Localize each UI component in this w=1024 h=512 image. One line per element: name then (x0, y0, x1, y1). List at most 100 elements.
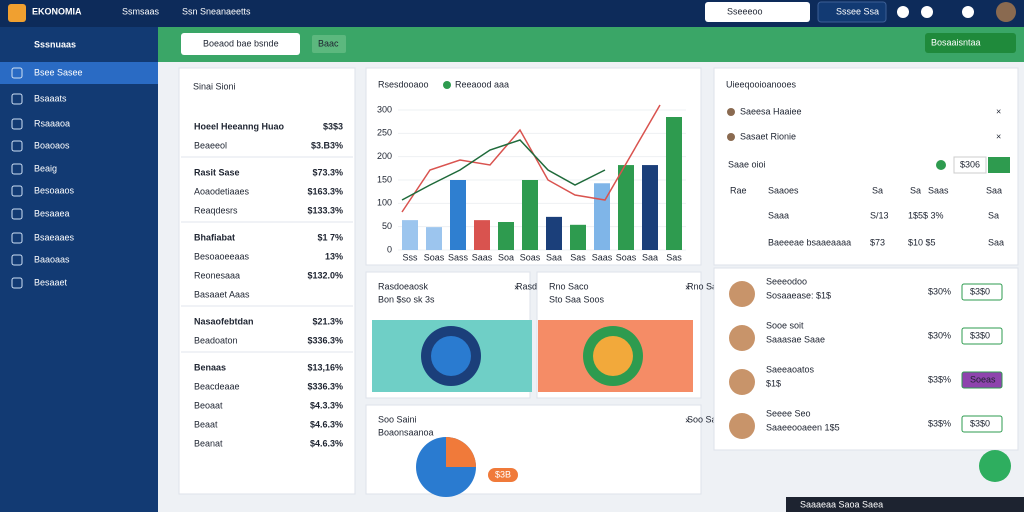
row-label: Beoaat (194, 400, 223, 410)
toolbar-action[interactable] (925, 33, 1016, 53)
row-value: $73.3% (312, 167, 343, 177)
trend-line (401, 139, 606, 201)
icon[interactable] (921, 6, 933, 18)
filter-button[interactable] (953, 156, 987, 174)
row-label: Basaaet Aaas (194, 289, 250, 299)
row-label: Reaqdesrs (194, 205, 238, 215)
sidebar-item[interactable]: Beaig (34, 163, 57, 173)
row-label: Benaas (194, 362, 226, 372)
row-value: $132.0% (307, 270, 343, 280)
bar (666, 117, 682, 250)
x-tick-label: Soas (616, 252, 637, 262)
bar (450, 180, 466, 250)
bar (522, 180, 538, 250)
toolbar-search[interactable] (181, 33, 300, 55)
x-tick-label: Saa (642, 252, 658, 262)
legend-text: Reeaood aaa (455, 79, 509, 89)
row-label: Nasaofebtdan (194, 316, 254, 326)
bar (474, 220, 490, 250)
close-icon[interactable]: × (685, 282, 690, 292)
summary-panel (178, 67, 356, 495)
icon[interactable] (962, 6, 974, 18)
row-value: $4.6.3% (310, 438, 343, 448)
table-cell: $10 $5 (908, 237, 936, 247)
row-value: $336.3% (307, 381, 343, 391)
person-action[interactable] (961, 371, 1003, 389)
x-tick-label: Sas (666, 252, 682, 262)
search-box[interactable] (705, 2, 810, 22)
person-name: Saeeaoatos (766, 364, 815, 374)
nav-link[interactable]: Ssmsaas (122, 6, 160, 16)
person-pct: $3$% (928, 418, 951, 428)
close-icon[interactable]: × (514, 282, 519, 292)
person-action[interactable] (961, 283, 1003, 301)
avatar (727, 133, 735, 141)
x-tick-label: Saas (472, 252, 493, 262)
sidebar-icon (11, 118, 23, 130)
person-pct: $3$% (928, 374, 951, 384)
table-cell: Saaa (768, 210, 789, 220)
sidebar-item[interactable]: Besoaaos (34, 185, 75, 195)
person-pct: $30% (928, 330, 951, 340)
icon[interactable] (897, 6, 909, 18)
table-cell: $73 (870, 237, 885, 247)
donut-inner (431, 336, 471, 376)
x-tick-label: Sss (402, 252, 418, 262)
sidebar-item[interactable]: Besaaet (34, 277, 68, 287)
sidebar-item[interactable]: Baaoaas (34, 254, 70, 264)
avatar[interactable] (996, 2, 1016, 22)
close-icon[interactable]: × (996, 106, 1001, 116)
y-tick-label: 0 (387, 244, 392, 254)
x-tick-label: Sas (570, 252, 586, 262)
row-label: Hoeel Heeanng Huao (194, 121, 285, 131)
notification-item: Sasaet Rionie (740, 131, 796, 141)
sidebar-item[interactable]: Besaaea (34, 208, 70, 218)
row-label: Beadoaton (194, 335, 238, 345)
bar (546, 216, 562, 250)
card-title: Rno Saco (549, 281, 589, 291)
close-icon[interactable]: × (685, 415, 690, 425)
x-tick-label: Sass (448, 252, 469, 262)
sidebar-item[interactable]: Bsaeaaes (34, 232, 75, 242)
toolbar-button[interactable] (312, 35, 346, 53)
person-action[interactable] (961, 415, 1003, 433)
card-subtitle: Boaonsaanoa (378, 427, 434, 437)
person-action-text: $3$0 (970, 286, 990, 296)
sidebar-item[interactable]: Rsaaaoa (34, 118, 70, 128)
bar (402, 220, 418, 250)
toolbar-search-text: Boeaod bae bsnde (203, 38, 279, 48)
row-label: Beacdeaae (194, 381, 240, 391)
close: Soo Saini (687, 414, 726, 424)
card-title: Rasdoeaosk (378, 281, 429, 291)
badge-text: $3B (495, 469, 511, 479)
sidebar-item[interactable]: Boaoaos (34, 140, 70, 150)
person-action-text: Soeas (970, 374, 996, 384)
sidebar-item[interactable]: Bsee Sasee (34, 67, 83, 77)
sidebar-icon (11, 185, 23, 197)
sidebar (0, 27, 158, 512)
nav-link[interactable]: Ssn Sneanaeetts (182, 6, 251, 16)
person-action[interactable] (961, 327, 1003, 345)
row-value: $336.3% (307, 335, 343, 345)
person-name: Sooe soit (766, 320, 804, 330)
table-cell: S/13 (870, 210, 889, 220)
x-tick-label: Saas (592, 252, 613, 262)
row-value: $21.3% (312, 316, 343, 326)
filter-toggle[interactable] (988, 157, 1010, 173)
row-label: Beanat (194, 438, 223, 448)
badge (488, 468, 518, 482)
y-tick-label: 200 (377, 151, 392, 161)
sidebar-icon (11, 277, 23, 289)
notifications-title: Uieeqooioanooes (726, 79, 797, 89)
header-button[interactable] (817, 1, 887, 23)
row-value: $163.3% (307, 186, 343, 196)
row-value: $3.B3% (311, 140, 343, 150)
header-button-text: Sssee Ssa (836, 6, 879, 16)
fab[interactable] (979, 450, 1011, 482)
row-value: $13,16% (307, 362, 343, 372)
close-icon[interactable]: × (996, 131, 1001, 141)
active-item (0, 62, 158, 84)
sidebar-item[interactable]: Bsaaats (34, 93, 67, 103)
person-avatar (729, 413, 755, 439)
